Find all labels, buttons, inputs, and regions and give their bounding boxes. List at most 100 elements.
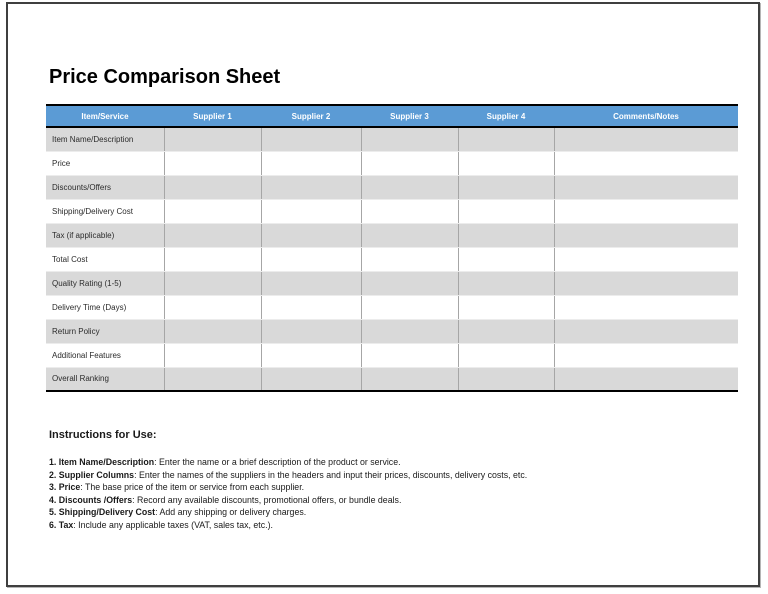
table-cell[interactable] xyxy=(261,247,362,272)
table-row: Price xyxy=(46,151,738,176)
table-cell[interactable] xyxy=(164,343,262,368)
table-cell[interactable] xyxy=(164,295,262,320)
instruction-item: 3. Price: The base price of the item or … xyxy=(49,481,729,494)
table-cell[interactable] xyxy=(458,319,555,344)
price-comparison-table: Item/Service Supplier 1 Supplier 2 Supplier… xyxy=(46,104,738,392)
row-label: Delivery Time (Days) xyxy=(46,295,165,320)
table-cell[interactable] xyxy=(554,127,738,152)
instructions-list: 1. Item Name/Description: Enter the name… xyxy=(49,456,729,531)
table-cell[interactable] xyxy=(361,343,459,368)
table-header-row: Item/Service Supplier 1 Supplier 2 Supplier… xyxy=(46,104,738,128)
table-cell[interactable] xyxy=(361,247,459,272)
table-cell[interactable] xyxy=(458,271,555,296)
table-cell[interactable] xyxy=(554,151,738,176)
table-row: Tax (if applicable) xyxy=(46,223,738,248)
instruction-term: 1. Item Name/Description xyxy=(49,457,155,467)
table-cell[interactable] xyxy=(361,175,459,200)
table-row: Return Policy xyxy=(46,319,738,344)
column-header: Supplier 3 xyxy=(361,104,458,128)
table-row: Item Name/Description xyxy=(46,127,738,152)
table-cell[interactable] xyxy=(261,199,362,224)
table-cell[interactable] xyxy=(554,367,738,392)
column-header: Supplier 2 xyxy=(261,104,361,128)
instruction-term: 2. Supplier Columns xyxy=(49,469,135,480)
table-cell[interactable] xyxy=(554,271,738,296)
table-cell[interactable] xyxy=(554,247,738,272)
page-title: Price Comparison Sheet xyxy=(49,66,281,88)
table-cell[interactable] xyxy=(554,175,738,200)
row-label: Item Name/Description xyxy=(46,127,165,152)
table-row: Quality Rating (1-5) xyxy=(46,271,738,296)
table-cell[interactable] xyxy=(361,271,459,296)
table-cell[interactable] xyxy=(261,151,362,176)
column-header: Supplier 4 xyxy=(458,104,554,128)
instruction-term: 3. Price xyxy=(49,482,81,492)
column-header: Comments/Notes xyxy=(554,104,738,128)
table-cell[interactable] xyxy=(554,319,738,344)
table-cell[interactable] xyxy=(458,223,555,248)
table-cell[interactable] xyxy=(554,343,738,368)
instructions-heading: Instructions for Use: xyxy=(49,429,157,441)
table-cell[interactable] xyxy=(361,223,459,248)
table-cell[interactable] xyxy=(554,295,738,320)
table-cell[interactable] xyxy=(458,151,555,176)
table-cell[interactable] xyxy=(361,367,459,392)
instruction-text: : Enter the name or a brief description … xyxy=(154,457,401,467)
table-cell[interactable] xyxy=(261,271,362,296)
instruction-term: 4. Discounts /Offers xyxy=(49,494,133,505)
table-cell[interactable] xyxy=(261,223,362,248)
table-cell[interactable] xyxy=(261,295,362,320)
table-cell[interactable] xyxy=(164,247,262,272)
table-cell[interactable] xyxy=(164,271,262,296)
instruction-item: 5. Shipping/Delivery Cost: Add any shipp… xyxy=(49,506,729,519)
table-cell[interactable] xyxy=(554,199,738,224)
table-row: Total Cost xyxy=(46,247,738,272)
table-cell[interactable] xyxy=(458,199,555,224)
table-row: Additional Features xyxy=(46,343,738,368)
instruction-term: 6. Tax xyxy=(49,519,74,530)
table-cell[interactable] xyxy=(164,175,262,200)
table-cell[interactable] xyxy=(361,199,459,224)
row-label: Discounts/Offers xyxy=(46,175,165,200)
page: Price Comparison Sheet Item/Service Suppl… xyxy=(6,2,760,587)
table-cell[interactable] xyxy=(261,367,362,392)
table-cell[interactable] xyxy=(458,127,555,152)
table-cell[interactable] xyxy=(554,223,738,248)
table-row: Shipping/Delivery Cost xyxy=(46,199,738,224)
instruction-item: 4. Discounts /Offers: Record any availab… xyxy=(49,494,729,507)
instruction-text: : Record any available discounts, promot… xyxy=(132,494,402,505)
row-label: Additional Features xyxy=(46,343,165,368)
table-cell[interactable] xyxy=(458,295,555,320)
column-header: Supplier 1 xyxy=(164,104,261,128)
instruction-text: : Include any applicable taxes (VAT, sal… xyxy=(73,519,273,530)
table-cell[interactable] xyxy=(164,319,262,344)
table-cell[interactable] xyxy=(261,319,362,344)
row-label: Shipping/Delivery Cost xyxy=(46,199,165,224)
instruction-item: 6. Tax: Include any applicable taxes (VA… xyxy=(49,519,729,532)
table-cell[interactable] xyxy=(458,343,555,368)
row-label: Total Cost xyxy=(46,247,165,272)
table-cell[interactable] xyxy=(261,127,362,152)
table-cell[interactable] xyxy=(361,319,459,344)
table-cell[interactable] xyxy=(261,175,362,200)
table-cell[interactable] xyxy=(164,151,262,176)
table-cell[interactable] xyxy=(361,151,459,176)
table-cell[interactable] xyxy=(164,127,262,152)
row-label: Tax (if applicable) xyxy=(46,223,165,248)
table-cell[interactable] xyxy=(458,367,555,392)
instruction-text: : Add any shipping or delivery charges. xyxy=(155,507,307,517)
table-cell[interactable] xyxy=(164,367,262,392)
instruction-item: 1. Item Name/Description: Enter the name… xyxy=(49,456,729,469)
table-cell[interactable] xyxy=(261,343,362,368)
table-cell[interactable] xyxy=(458,175,555,200)
instruction-text: : Enter the names of the suppliers in th… xyxy=(134,469,528,480)
instruction-text: : The base price of the item or service … xyxy=(80,482,305,492)
table-cell[interactable] xyxy=(361,127,459,152)
table-row: Delivery Time (Days) xyxy=(46,295,738,320)
table-cell[interactable] xyxy=(164,223,262,248)
table-cell[interactable] xyxy=(458,247,555,272)
table-cell[interactable] xyxy=(164,199,262,224)
instruction-item: 2. Supplier Columns: Enter the names of … xyxy=(49,469,729,482)
table-cell[interactable] xyxy=(361,295,459,320)
column-header: Item/Service xyxy=(46,104,164,128)
